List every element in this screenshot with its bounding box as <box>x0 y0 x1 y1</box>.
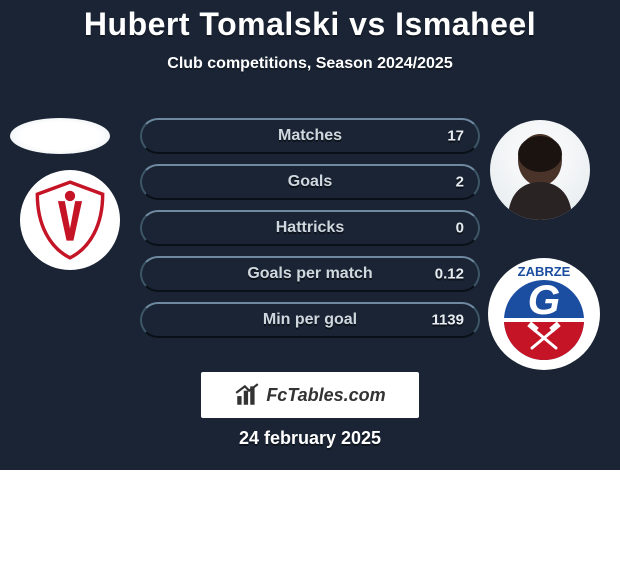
svg-text:G: G <box>528 276 561 323</box>
stat-row-hattricks: Hattricks 0 <box>140 210 480 246</box>
stat-row-matches: Matches 17 <box>140 118 480 154</box>
stat-value-right: 17 <box>447 128 464 145</box>
stage: Hubert Tomalski vs Ismaheel Club competi… <box>0 0 620 470</box>
club-left-badge <box>20 170 120 270</box>
stat-label: Hattricks <box>142 219 478 237</box>
stat-label: Goals per match <box>142 265 478 283</box>
club-right-badge: ZABRZE G <box>488 258 600 370</box>
bar-chart-icon <box>234 382 260 408</box>
page-title: Hubert Tomalski vs Ismaheel <box>0 0 620 43</box>
stat-list: Matches 17 Goals 2 Hattricks 0 Goals per… <box>140 118 480 348</box>
brand-label: FcTables.com <box>266 385 385 406</box>
stat-value-right: 0 <box>456 220 464 237</box>
stat-value-right: 2 <box>456 174 464 191</box>
stat-row-goals: Goals 2 <box>140 164 480 200</box>
stat-value-right: 1139 <box>431 312 464 329</box>
shield-icon <box>27 177 113 263</box>
stat-label: Matches <box>142 127 478 145</box>
date-label: 24 february 2025 <box>0 428 620 449</box>
stat-row-mpg: Min per goal 1139 <box>140 302 480 338</box>
page-subtitle: Club competitions, Season 2024/2025 <box>0 55 620 73</box>
person-icon <box>490 120 590 220</box>
stat-label: Goals <box>142 173 478 191</box>
brand-box: FcTables.com <box>201 372 419 418</box>
player-left-avatar <box>10 118 110 154</box>
stat-label: Min per goal <box>142 311 478 329</box>
stat-row-gpm: Goals per match 0.12 <box>140 256 480 292</box>
stat-value-right: 0.12 <box>435 266 464 283</box>
player-right-avatar <box>490 120 590 220</box>
club-icon: ZABRZE G <box>488 258 600 370</box>
